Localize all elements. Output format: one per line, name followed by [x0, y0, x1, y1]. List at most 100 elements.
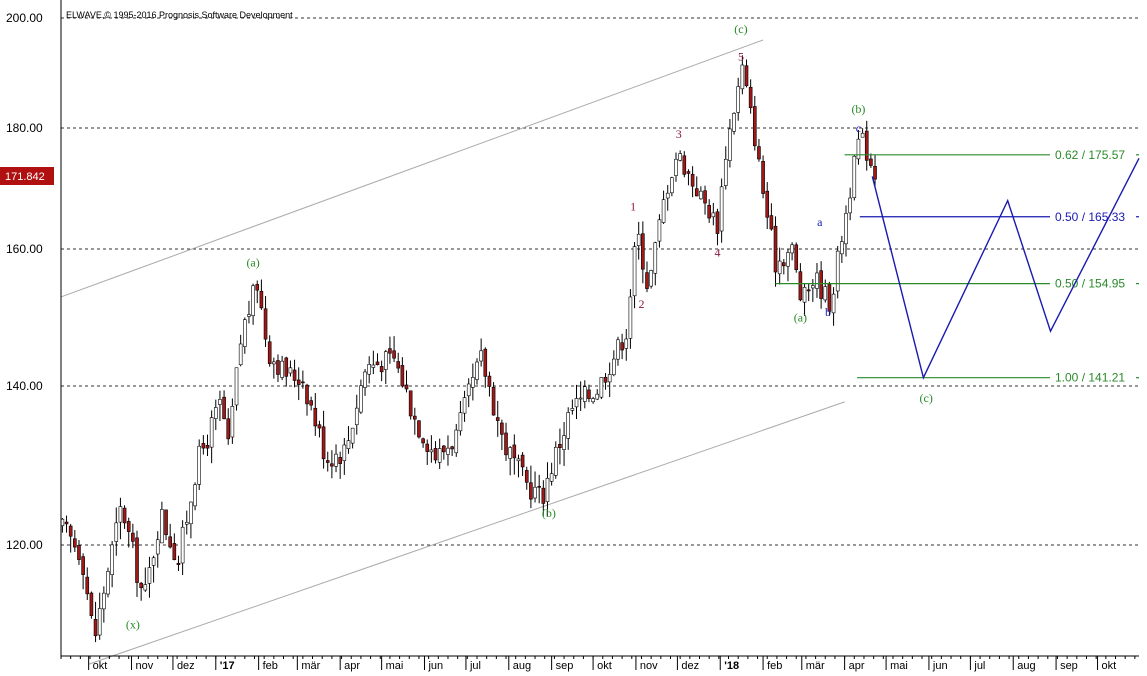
candle-body — [607, 374, 612, 383]
candle-body — [89, 592, 94, 616]
candle-body — [765, 190, 770, 218]
candle-body — [379, 366, 384, 373]
wave-label: (b) — [542, 506, 556, 520]
candle-body — [674, 158, 678, 176]
candle-body — [143, 584, 148, 591]
x-tick-label: dez — [177, 660, 195, 672]
candle-body — [276, 360, 280, 375]
candle-body — [77, 545, 81, 560]
candle-body — [437, 448, 442, 463]
candle-body — [64, 521, 69, 525]
candle-body — [305, 384, 309, 405]
candle-body — [707, 204, 711, 219]
candle-body — [723, 158, 728, 186]
candle-body — [690, 173, 695, 187]
x-tick-label: feb — [263, 660, 278, 672]
candle-body — [869, 158, 873, 166]
candle-body — [736, 86, 741, 113]
candle-body — [408, 390, 413, 417]
candle-body — [189, 501, 193, 525]
candle-body — [582, 386, 587, 402]
candle-body — [529, 482, 533, 500]
candle-body — [864, 130, 869, 161]
wave-label: 2 — [638, 297, 644, 311]
candles — [60, 55, 877, 643]
candle-body — [85, 576, 90, 595]
candle-body — [757, 146, 761, 160]
x-tick-label: okt — [597, 660, 612, 672]
candle-body — [694, 188, 699, 197]
candle-body — [711, 212, 716, 218]
candle-body — [147, 567, 152, 584]
candle-body — [790, 244, 794, 254]
candle-body — [301, 381, 305, 384]
candle-body — [873, 165, 877, 180]
candle-body — [404, 384, 409, 390]
candle-body — [139, 582, 143, 589]
candle-body — [284, 357, 289, 377]
candle-body — [599, 377, 604, 398]
candle-body — [201, 443, 206, 449]
wave-label: 4 — [714, 245, 720, 259]
candle-body — [558, 444, 562, 449]
candle-body — [520, 454, 525, 468]
gridlines — [61, 17, 1139, 546]
candle-body — [819, 270, 823, 299]
candle-body — [744, 65, 749, 87]
candle-body — [811, 285, 815, 289]
candle-body — [636, 233, 641, 246]
x-tick-label: feb — [767, 660, 782, 672]
candle-body — [632, 246, 637, 297]
y-tick-label: 120.00 — [6, 538, 43, 552]
candle-body — [247, 314, 251, 317]
wave-label: b — [825, 305, 831, 319]
candle-body — [131, 532, 135, 542]
candle-body — [782, 262, 786, 267]
candle-body — [827, 284, 832, 312]
candle-body — [164, 509, 168, 536]
candle-body — [699, 190, 703, 200]
x-tick-label: aug — [513, 660, 531, 672]
axes: 200.00 180.00 160.00 140.00 120.00 okt nov dez '… — [6, 0, 1139, 672]
candle-body — [321, 426, 326, 460]
candle-body — [661, 199, 666, 223]
candle-body — [383, 351, 388, 370]
candle-body — [848, 197, 852, 214]
candle-body — [388, 348, 392, 354]
candle-body — [612, 358, 616, 376]
candle-body — [549, 473, 554, 482]
candle-body — [686, 171, 691, 174]
candle-body — [413, 415, 417, 420]
candle-body — [574, 398, 579, 408]
candle-body — [280, 360, 284, 378]
fib-label: 0.62 / 175.57 — [1055, 148, 1125, 162]
x-tick-label: nov — [640, 660, 658, 672]
candle-body — [135, 537, 139, 583]
candle-body — [533, 486, 537, 499]
candle-body — [587, 389, 591, 400]
x-tick-label: okt — [1102, 660, 1117, 672]
candle-body — [218, 399, 222, 405]
candle-body — [541, 487, 546, 504]
candle-body — [471, 377, 475, 388]
candle-body — [798, 271, 803, 301]
x-tick-label: sep — [556, 660, 574, 672]
candle-body — [371, 364, 376, 368]
candle-body — [334, 453, 338, 467]
candle-body — [665, 192, 670, 199]
candle-body — [840, 241, 844, 255]
candle-body — [176, 562, 181, 565]
candle-body — [491, 386, 496, 416]
x-tick-label: '18 — [724, 660, 739, 672]
candle-body — [450, 446, 454, 450]
candle-body — [508, 447, 512, 459]
candle-body — [645, 272, 649, 289]
candle-body — [442, 445, 446, 453]
candle-body — [773, 225, 778, 273]
candle-body — [251, 285, 255, 316]
candle-body — [234, 367, 239, 406]
x-tick-label: mai — [386, 660, 404, 672]
candle-body — [400, 365, 405, 387]
candle-body — [102, 592, 106, 610]
current-price-label: 171.842 — [5, 171, 45, 183]
